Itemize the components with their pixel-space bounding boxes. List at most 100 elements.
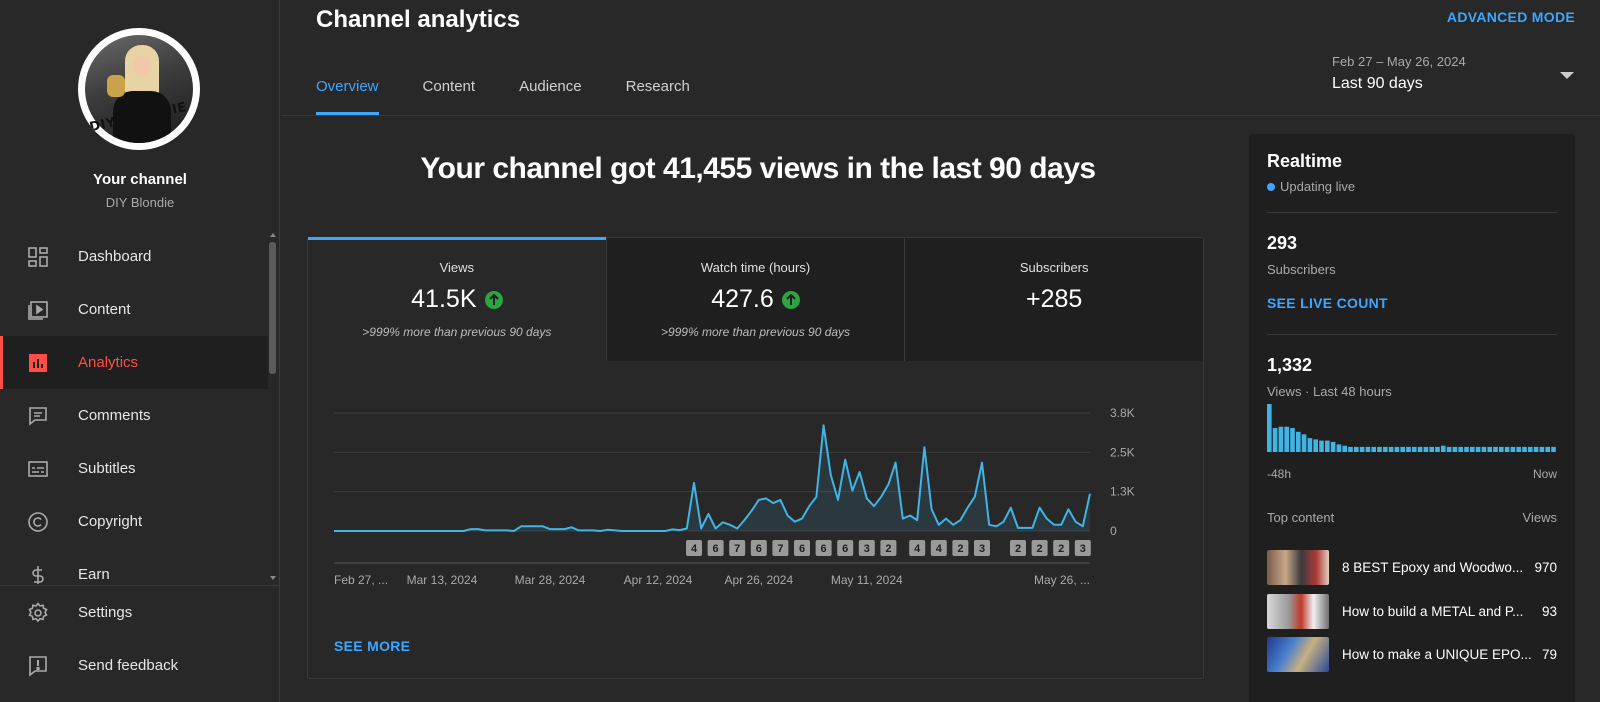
realtime-bar [1429,446,1434,452]
realtime-bar [1272,428,1278,452]
realtime-bar [1481,446,1487,452]
upload-marker [707,540,724,556]
sidebar-item-label: Dashboard [78,248,152,265]
avatar-face [133,55,151,77]
sidebar-item-dashboard[interactable]: Dashboard [0,230,268,283]
metric-subscribers[interactable]: Subscribers +285 [904,238,1204,361]
metric-views[interactable]: Views 41.5K >999% more than previous 90 … [308,237,606,361]
sidebar-item-settings[interactable]: Settings [0,586,280,639]
realtime-subscribers-value: 293 [1267,233,1298,253]
upload-marker [1053,540,1070,556]
views-chart-svg: 3.8K 2.5K 1.3K 0 4 6 7 6 7 6 6 6 3 2 4 4 2 3 2 2 2 3 Feb 27, .… [334,406,1135,587]
realtime-bar [1522,446,1527,452]
realtime-bar [1412,446,1417,452]
upload-marker-label: 7 [777,543,783,555]
advanced-mode-button[interactable]: ADVANCED MODE [1446,9,1575,25]
realtime-bar [1545,446,1550,452]
subtitles-icon [26,457,50,481]
tab-audience[interactable]: Audience [519,78,582,95]
see-more-button[interactable]: SEE MORE [334,638,411,654]
realtime-bar [1423,446,1429,452]
upload-marker [952,540,969,556]
realtime-bar [1307,438,1313,452]
video-title: 8 BEST Epoxy and Woodwo... [1342,560,1524,575]
chevron-down-icon[interactable] [1560,72,1574,79]
upload-marker [880,540,897,556]
upload-marker [909,540,926,556]
sidebar-item-content[interactable]: Content [0,283,268,336]
upload-marker-label: 6 [821,543,827,555]
video-thumbnail [1267,637,1329,672]
upload-marker [750,540,767,556]
video-title: How to make a UNIQUE EPO... [1342,647,1532,662]
top-content-header: Top content Views [1267,510,1557,525]
earn-icon [26,563,50,587]
upload-marker [815,540,832,556]
content-icon [26,298,50,322]
realtime-bar [1452,446,1458,452]
realtime-views-bar-chart[interactable] [1267,404,1557,452]
avatar[interactable]: DIY BLONDIE [78,28,200,150]
metric-label: Watch time (hours) [700,260,811,275]
sidebar-item-copyright[interactable]: Copyright [0,495,268,548]
tab-overview[interactable]: Overview [316,78,379,115]
see-live-count-button[interactable]: SEE LIVE COUNT [1267,295,1388,311]
upload-marker-label: 2 [1037,543,1043,555]
arrow-up-icon [484,290,503,309]
top-content-row[interactable]: How to build a METAL and P... 93 [1267,594,1557,630]
chart-area-fill [334,425,1090,531]
upload-marker-label: 6 [713,543,719,555]
date-range-select[interactable]: Last 90 days [1332,75,1423,92]
upload-marker [1074,540,1091,556]
tab-content[interactable]: Content [422,78,476,95]
top-content-row[interactable]: How to make a UNIQUE EPO... 79 [1267,637,1557,673]
upload-marker-label: 4 [936,543,943,555]
tab-research[interactable]: Research [625,78,690,95]
realtime-bar [1533,446,1539,452]
upload-marker-label: 6 [842,543,848,555]
realtime-bar [1539,446,1545,452]
sidebar-scroll-down-arrow[interactable] [270,576,276,580]
sidebar-item-label: Settings [78,604,133,621]
realtime-bar [1365,446,1371,452]
realtime-bar [1278,426,1284,452]
video-views: 79 [1541,647,1557,662]
chart-x-tick-label: Apr 26, 2024 [724,573,793,587]
upload-marker [729,540,746,556]
sidebar-scroll-up-arrow[interactable] [270,233,276,237]
sidebar-item-send-feedback[interactable]: Send feedback [0,639,280,692]
top-content-views-label: Views [1522,510,1557,525]
realtime-subscribers-label: Subscribers [1267,262,1336,277]
sidebar-scrollbar[interactable] [269,242,276,374]
realtime-bar [1296,431,1301,452]
sidebar-item-comments[interactable]: Comments [0,389,268,442]
views-chart[interactable]: 3.8K 2.5K 1.3K 0 4 6 7 6 7 6 6 6 3 2 4 4 2 3 2 2 2 3 Feb 27, .… [308,361,1203,621]
realtime-bar [1446,446,1452,452]
feedback-icon [26,654,50,678]
realtime-status-text: Updating live [1280,179,1356,194]
top-content-row[interactable]: 8 BEST Epoxy and Woodwo... 970 [1267,550,1557,586]
sidebar: DIY BLONDIE Your channel DIY Blondie Das… [0,0,280,702]
sidebar-nav: Dashboard Content Analytics Comments [0,230,268,601]
sidebar-bottom: Settings Send feedback [0,585,280,692]
overview-card: Views 41.5K >999% more than previous 90 … [307,237,1204,679]
realtime-bar [1441,445,1446,452]
upload-marker [974,540,990,556]
chart-y-tick-label: 3.8K [1110,406,1135,420]
realtime-bar [1394,446,1400,452]
sidebar-item-label: Comments [78,407,151,424]
top-content-label: Top content [1267,510,1335,525]
realtime-bar [1388,446,1394,452]
sidebar-item-analytics[interactable]: Analytics [0,336,268,389]
date-range-text[interactable]: Feb 27 – May 26, 2024 [1332,54,1466,69]
realtime-bar [1499,446,1504,452]
video-title: How to build a METAL and P... [1342,604,1524,619]
realtime-bar [1330,441,1336,452]
metric-watch-time[interactable]: Watch time (hours) 427.6 >999% more than… [605,238,905,361]
chart-x-tick-label: Mar 13, 2024 [407,573,478,587]
sidebar-item-earn[interactable]: Earn [0,548,268,601]
sidebar-item-subtitles[interactable]: Subtitles [0,442,268,495]
views-headline: Your channel got 41,455 views in the las… [420,152,1096,185]
metric-value: 41.5K [411,285,477,313]
